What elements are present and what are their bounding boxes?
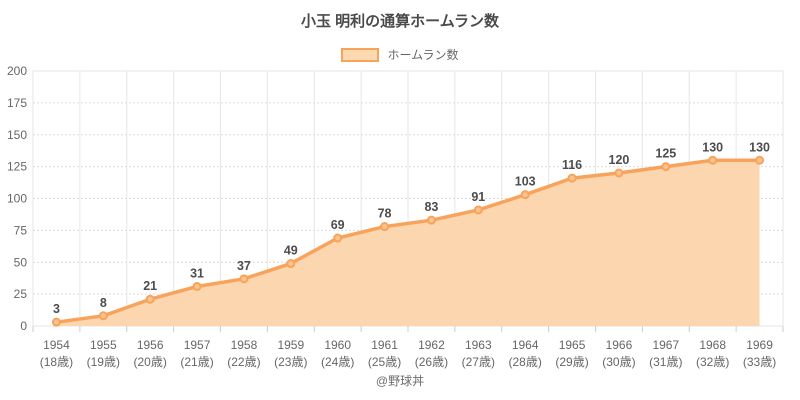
x-axis-year-label: 1958 (231, 338, 258, 352)
y-axis-tick-label: 200 (7, 64, 27, 78)
data-point-marker[interactable] (333, 233, 343, 243)
legend-swatch (341, 47, 380, 62)
x-axis-age-label: (33歳) (743, 355, 776, 369)
x-axis-year-label: 1963 (465, 338, 492, 352)
x-axis-age-label: (30歳) (602, 355, 635, 369)
legend-label: ホームラン数 (387, 48, 459, 62)
data-point-label: 49 (284, 244, 298, 258)
data-point-marker[interactable] (708, 155, 718, 165)
x-axis-year-label: 1960 (324, 338, 351, 352)
x-axis-year-label: 1959 (277, 338, 304, 352)
x-axis-year-label: 1967 (652, 338, 679, 352)
data-point-marker[interactable] (192, 281, 202, 291)
y-axis-tick-label: 50 (14, 255, 28, 269)
y-axis-tick-label: 25 (14, 287, 28, 301)
data-point-marker[interactable] (614, 168, 624, 178)
y-axis-tick-label: 150 (7, 128, 27, 142)
data-point-label: 37 (237, 259, 251, 273)
x-axis-age-label: (23歳) (274, 355, 307, 369)
data-point-marker[interactable] (145, 294, 155, 304)
data-point-marker[interactable] (98, 311, 108, 321)
data-point-marker[interactable] (661, 162, 671, 172)
x-axis-age-label: (32歳) (696, 355, 729, 369)
y-axis-tick-label: 0 (20, 319, 27, 333)
data-point-label: 78 (378, 207, 392, 221)
data-point-label: 103 (515, 175, 536, 189)
data-point-marker[interactable] (239, 274, 249, 284)
x-axis-year-label: 1954 (43, 338, 70, 352)
x-axis-year-label: 1961 (371, 338, 398, 352)
data-point-label: 130 (749, 140, 770, 154)
data-point-marker[interactable] (473, 205, 483, 215)
data-point-label: 31 (190, 266, 204, 280)
x-axis-age-label: (20歳) (134, 355, 167, 369)
x-axis-year-label: 1957 (184, 338, 211, 352)
legend-item[interactable]: ホームラン数 (0, 46, 800, 63)
data-point-marker[interactable] (380, 222, 390, 232)
series-area-fill (56, 160, 760, 326)
data-point-marker[interactable] (51, 317, 61, 327)
x-axis-age-label: (24歳) (321, 355, 354, 369)
y-axis-tick-label: 125 (7, 160, 27, 174)
x-axis-age-label: (29歳) (555, 355, 588, 369)
data-point-marker[interactable] (567, 173, 577, 183)
x-axis-year-label: 1969 (746, 338, 773, 352)
data-point-marker[interactable] (755, 155, 765, 165)
data-point-marker[interactable] (520, 190, 530, 200)
x-axis-age-label: (27歳) (462, 355, 495, 369)
chart-title: 小玉 明利の通算ホームラン数 (301, 13, 499, 30)
x-axis-year-label: 1955 (90, 338, 117, 352)
x-axis-age-label: (19歳) (87, 355, 120, 369)
x-axis-year-label: 1966 (606, 338, 633, 352)
data-point-label: 125 (655, 147, 676, 161)
data-point-marker[interactable] (426, 215, 436, 225)
data-point-label: 120 (609, 153, 630, 167)
data-point-marker[interactable] (286, 259, 296, 269)
y-axis-tick-label: 75 (14, 223, 28, 237)
data-point-label: 91 (471, 190, 485, 204)
data-point-label: 83 (424, 200, 438, 214)
x-axis-age-label: (31歳) (649, 355, 682, 369)
x-axis-age-label: (26歳) (415, 355, 448, 369)
data-point-label: 21 (143, 279, 157, 293)
y-axis-tick-label: 100 (7, 192, 27, 206)
x-axis-year-label: 1964 (512, 338, 539, 352)
series-line (54, 158, 762, 324)
x-axis-age-label: (18歳) (40, 355, 73, 369)
x-axis-year-label: 1962 (418, 338, 445, 352)
x-axis-year-label: 1956 (137, 338, 164, 352)
x-axis-age-label: (22歳) (227, 355, 260, 369)
data-point-label: 8 (100, 296, 107, 310)
x-axis-age-label: (25歳) (368, 355, 401, 369)
data-point-label: 130 (702, 140, 723, 154)
x-axis-age-label: (28歳) (509, 355, 542, 369)
y-axis-tick-label: 175 (7, 96, 27, 110)
data-point-label: 116 (562, 158, 582, 172)
x-axis-age-label: (21歳) (180, 355, 213, 369)
watermark-credit: @野球丼 (375, 374, 425, 388)
data-point-label: 3 (53, 302, 60, 316)
x-axis-year-label: 1965 (559, 338, 586, 352)
x-axis-year-label: 1968 (699, 338, 726, 352)
data-point-label: 69 (331, 218, 345, 232)
